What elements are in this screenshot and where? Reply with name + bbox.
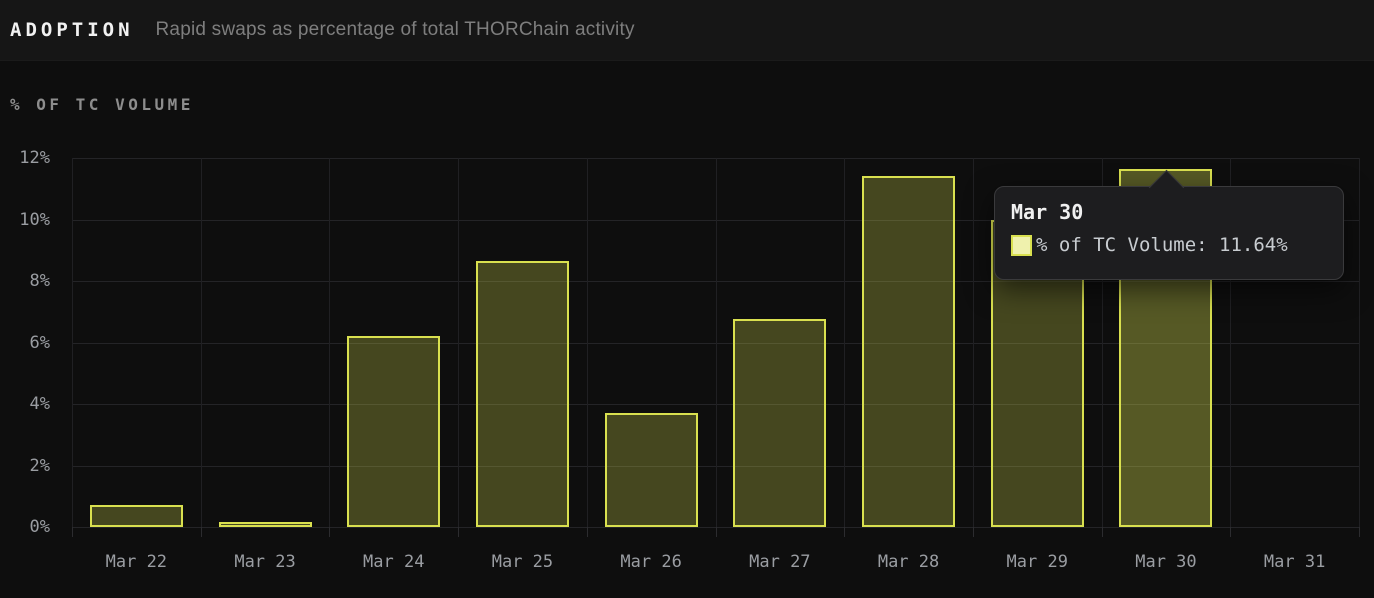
tooltip-series-label: % of TC Volume: xyxy=(1036,234,1220,256)
bar-mar-28[interactable] xyxy=(862,176,956,527)
y-tick-label: 0% xyxy=(29,517,50,537)
tooltip-content: Mar 30 % of TC Volume: 11.64% xyxy=(1011,200,1327,257)
y-tick-label: 12% xyxy=(19,148,50,168)
x-tick-label: Mar 28 xyxy=(877,552,940,572)
tooltip-series-row: % of TC Volume: 11.64% xyxy=(1011,233,1327,257)
gridline-v xyxy=(72,158,73,527)
gridline-v xyxy=(1230,158,1232,527)
gridline-v xyxy=(458,158,460,527)
x-tick-label: Mar 29 xyxy=(1006,552,1068,572)
bar-mar-27[interactable] xyxy=(733,319,827,527)
bar-mar-23[interactable] xyxy=(218,522,312,527)
bar-mar-24[interactable] xyxy=(347,336,441,527)
x-tick-label: Mar 23 xyxy=(234,552,296,572)
x-axis-tick xyxy=(715,527,717,537)
x-axis-tick xyxy=(1359,527,1360,537)
y-tick-label: 2% xyxy=(29,455,50,476)
y-axis-labels: 0% 2% 4% 6% 8% 10% 12% xyxy=(0,148,50,537)
x-axis-tick xyxy=(1230,527,1232,537)
bar-mar-25[interactable] xyxy=(475,261,569,527)
y-tick-label: 8% xyxy=(29,271,50,291)
y-tick-label: 6% xyxy=(29,332,50,353)
y-axis-title: % OF TC VOLUME xyxy=(10,95,194,114)
x-tick-label: Mar 25 xyxy=(491,552,554,572)
panel-header: ADOPTION Rapid swaps as percentage of to… xyxy=(0,0,1374,61)
gridline-v xyxy=(1101,158,1103,527)
x-tick-label: Mar 22 xyxy=(105,552,168,572)
x-axis-tick xyxy=(329,527,331,537)
x-axis-tick xyxy=(844,527,846,537)
tooltip-title: Mar 30 xyxy=(1011,200,1084,224)
gridline-v xyxy=(200,158,202,527)
x-axis-tick xyxy=(1101,527,1103,537)
x-axis-tick xyxy=(72,527,73,537)
gridline-v xyxy=(844,158,846,527)
gridline-v xyxy=(1359,158,1360,527)
x-axis-tick xyxy=(972,527,974,537)
gridline-v xyxy=(586,158,588,527)
tooltip-series-value: 11.64% xyxy=(1219,234,1288,256)
panel-subtitle: Rapid swaps as percentage of total THORC… xyxy=(155,19,635,40)
x-tick-label: Mar 30 xyxy=(1135,552,1197,572)
y-tick-label: 10% xyxy=(19,209,50,230)
x-axis-tick xyxy=(200,527,202,537)
x-tick-label: Mar 26 xyxy=(620,552,682,572)
chart-tooltip: Mar 30 % of TC Volume: 11.64% xyxy=(994,169,1344,280)
bar-chart: % OF TC VOLUME 0% 2% 4% 6% 8% 10% 12% Mar 22 Ma… xyxy=(0,60,1374,598)
tooltip-series-swatch xyxy=(1011,234,1032,256)
plot-area: Mar 22 Mar 23 Mar 24 Mar 25 Mar 26 Mar 27 Mar … xyxy=(72,158,1360,572)
bar-mar-26[interactable] xyxy=(604,413,698,527)
x-tick-label: Mar 24 xyxy=(363,552,425,572)
gridline-v xyxy=(972,158,974,527)
x-tick-label: Mar 31 xyxy=(1263,552,1326,572)
gridline-v xyxy=(329,158,331,527)
x-axis-tick xyxy=(586,527,588,537)
bar-mar-22[interactable] xyxy=(89,504,183,527)
panel-title: ADOPTION xyxy=(10,19,134,41)
x-tick-label: Mar 27 xyxy=(749,552,811,572)
y-tick-label: 4% xyxy=(29,394,50,414)
x-axis-tick xyxy=(458,527,460,537)
gridline-v xyxy=(715,158,717,527)
